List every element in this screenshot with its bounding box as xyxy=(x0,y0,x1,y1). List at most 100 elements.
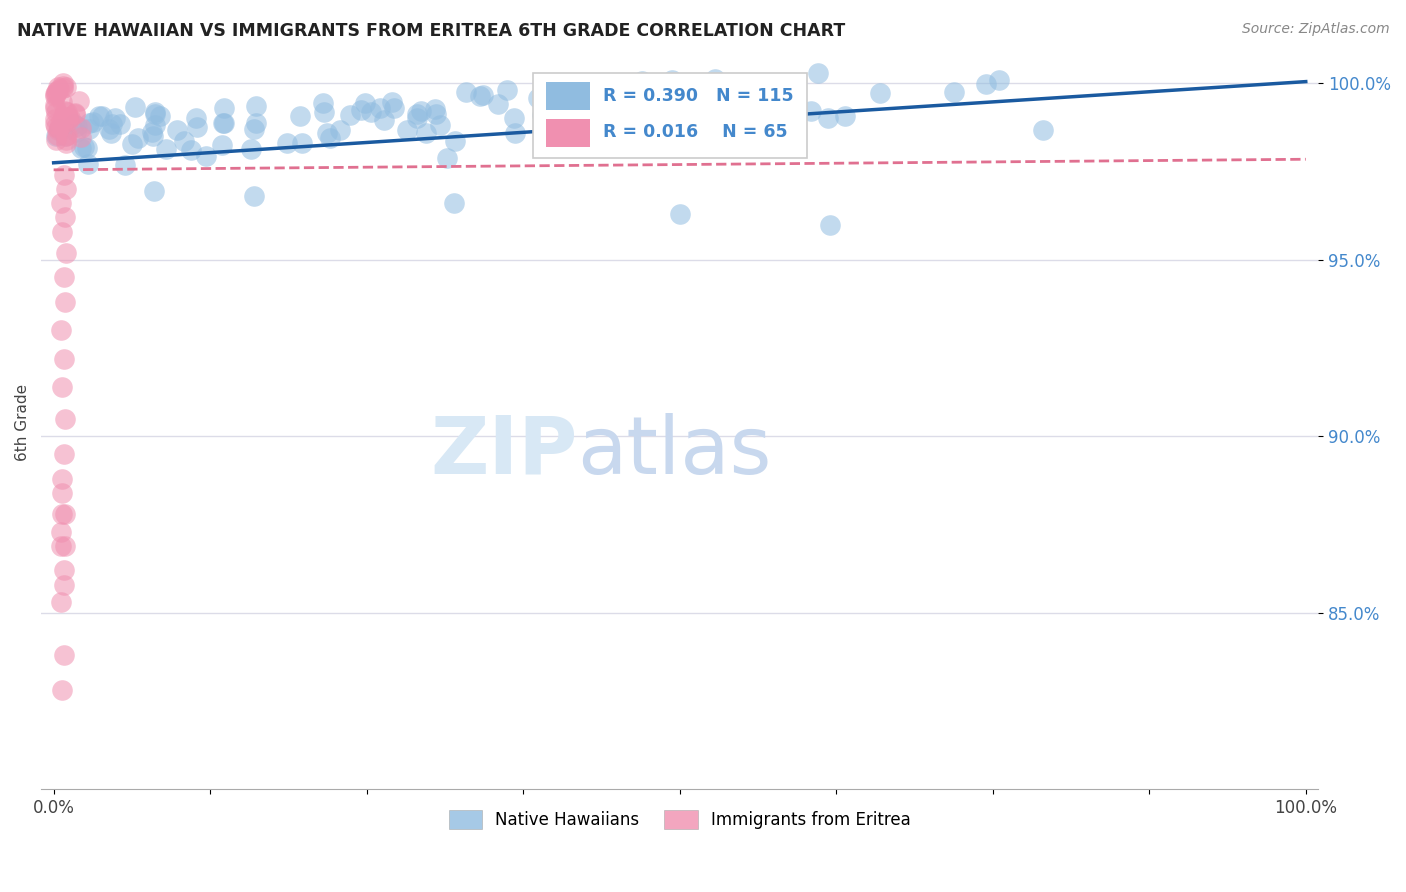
Point xyxy=(312,105,335,120)
Point xyxy=(52,648,75,662)
Point xyxy=(211,137,233,152)
Point xyxy=(733,112,755,126)
Point xyxy=(51,507,73,521)
Text: Source: ZipAtlas.com: Source: ZipAtlas.com xyxy=(1241,22,1389,37)
Point xyxy=(121,136,143,151)
Point xyxy=(658,113,681,128)
Point xyxy=(486,97,509,112)
Point xyxy=(671,91,693,105)
Point xyxy=(243,122,266,136)
Point xyxy=(44,112,66,127)
Point xyxy=(349,103,371,117)
Point xyxy=(621,109,644,123)
Point xyxy=(380,95,402,110)
Point xyxy=(571,102,593,116)
Point xyxy=(58,110,80,124)
Point xyxy=(291,136,314,150)
Point xyxy=(53,211,76,225)
Point xyxy=(51,683,73,698)
Point xyxy=(51,380,73,394)
Point xyxy=(411,103,433,118)
Point xyxy=(65,125,87,139)
Point xyxy=(603,99,626,113)
Point xyxy=(55,79,77,94)
Point xyxy=(619,82,641,96)
Point xyxy=(360,105,382,120)
Point xyxy=(44,117,66,131)
Point xyxy=(1032,123,1054,137)
Point xyxy=(44,101,66,115)
Point xyxy=(55,128,77,143)
Point xyxy=(382,101,405,115)
Point xyxy=(55,245,77,260)
Point xyxy=(76,141,98,155)
Point xyxy=(52,77,75,91)
FancyBboxPatch shape xyxy=(533,73,807,158)
Point xyxy=(65,106,87,120)
Point xyxy=(49,524,72,539)
Point xyxy=(195,149,218,163)
Point xyxy=(55,136,77,150)
Point xyxy=(56,114,79,128)
Point xyxy=(45,84,67,98)
Point xyxy=(63,107,86,121)
Point xyxy=(70,141,93,155)
Point xyxy=(541,85,564,99)
Point xyxy=(49,595,72,609)
Point xyxy=(44,87,66,101)
Point xyxy=(52,81,75,95)
Point xyxy=(818,218,841,232)
Point xyxy=(470,89,492,103)
Point xyxy=(647,110,669,124)
Point xyxy=(240,142,263,156)
Point xyxy=(668,207,690,221)
Point xyxy=(443,196,465,211)
Point xyxy=(51,485,73,500)
Point xyxy=(51,109,73,123)
Point xyxy=(100,117,122,131)
Point xyxy=(530,108,553,122)
Text: NATIVE HAWAIIAN VS IMMIGRANTS FROM ERITREA 6TH GRADE CORRELATION CHART: NATIVE HAWAIIAN VS IMMIGRANTS FROM ERITR… xyxy=(17,22,845,40)
Point xyxy=(52,563,75,577)
Point xyxy=(66,119,89,133)
Point xyxy=(51,95,73,110)
Point xyxy=(311,96,333,111)
Point xyxy=(46,123,69,137)
Point xyxy=(319,131,342,145)
Point xyxy=(728,136,751,150)
Point xyxy=(496,83,519,97)
Point xyxy=(800,103,823,118)
FancyBboxPatch shape xyxy=(546,82,591,111)
Point xyxy=(52,577,75,591)
Point xyxy=(454,85,477,99)
Y-axis label: 6th Grade: 6th Grade xyxy=(15,384,30,461)
Point xyxy=(186,120,208,135)
Point xyxy=(740,102,762,116)
Point xyxy=(53,411,76,425)
Point xyxy=(718,114,741,128)
Point xyxy=(82,115,104,129)
Point xyxy=(503,126,526,140)
Point xyxy=(52,351,75,366)
Point xyxy=(544,115,567,129)
Point xyxy=(90,110,112,124)
Point xyxy=(527,91,550,105)
Point xyxy=(45,87,67,102)
Point xyxy=(73,140,96,154)
Point xyxy=(974,77,997,91)
Point xyxy=(373,112,395,127)
Point xyxy=(745,114,768,128)
Point xyxy=(370,101,392,115)
Point xyxy=(148,110,170,124)
FancyBboxPatch shape xyxy=(546,119,591,147)
Point xyxy=(45,133,67,147)
Point xyxy=(77,116,100,130)
Point xyxy=(59,111,82,125)
Point xyxy=(243,189,266,203)
Point xyxy=(586,115,609,129)
Point xyxy=(100,126,122,140)
Point xyxy=(55,104,77,119)
Point xyxy=(276,136,298,151)
Point xyxy=(329,123,352,137)
Point xyxy=(288,109,311,123)
